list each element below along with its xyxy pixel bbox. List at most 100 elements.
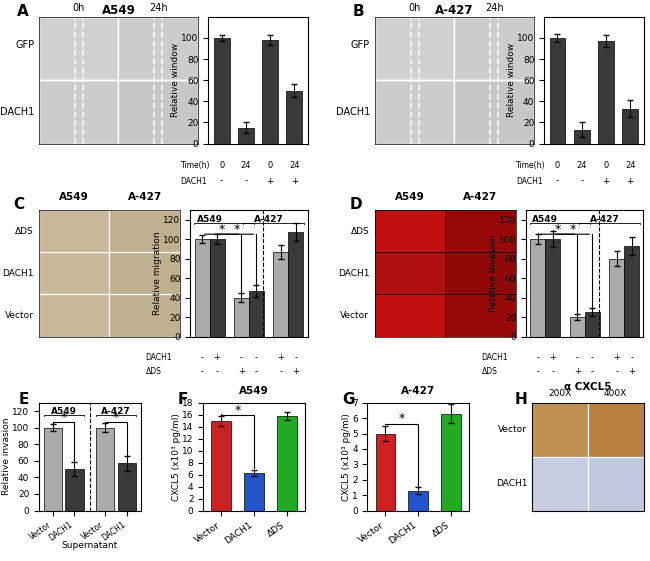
Text: +: + bbox=[574, 367, 580, 376]
Text: *: * bbox=[218, 223, 225, 236]
Text: 24: 24 bbox=[289, 162, 300, 171]
Text: DACH1: DACH1 bbox=[338, 269, 369, 278]
Text: 24: 24 bbox=[625, 162, 636, 171]
Bar bbox=[39, 252, 109, 295]
Bar bbox=[96, 427, 114, 511]
Text: B: B bbox=[352, 4, 364, 19]
Text: DACH1: DACH1 bbox=[146, 353, 172, 362]
Bar bbox=[238, 128, 254, 144]
Text: +: + bbox=[238, 367, 245, 376]
Y-axis label: CXCL5 (x10³ pg/ml): CXCL5 (x10³ pg/ml) bbox=[172, 413, 181, 500]
Y-axis label: Relative migration: Relative migration bbox=[153, 231, 162, 315]
Bar bbox=[375, 80, 454, 144]
Bar bbox=[375, 210, 445, 252]
Text: -: - bbox=[201, 353, 203, 362]
Text: A549: A549 bbox=[51, 407, 77, 416]
Text: A-427: A-427 bbox=[254, 215, 283, 224]
Text: -: - bbox=[591, 367, 593, 376]
Text: A549: A549 bbox=[101, 4, 135, 17]
Text: -: - bbox=[576, 353, 578, 362]
Text: A-427: A-427 bbox=[401, 387, 436, 396]
Text: -: - bbox=[536, 353, 540, 362]
Text: Supernatant: Supernatant bbox=[62, 541, 118, 550]
Bar bbox=[585, 312, 600, 337]
Y-axis label: Relative window: Relative window bbox=[171, 43, 180, 117]
Bar bbox=[65, 469, 84, 511]
Bar bbox=[609, 259, 624, 337]
Text: -: - bbox=[255, 367, 258, 376]
Bar bbox=[262, 40, 278, 144]
Text: 24h: 24h bbox=[485, 3, 503, 13]
Text: 0: 0 bbox=[219, 162, 224, 171]
Text: ΔDS: ΔDS bbox=[14, 227, 33, 236]
Bar bbox=[39, 210, 109, 252]
Bar bbox=[570, 317, 585, 337]
Text: +: + bbox=[291, 177, 298, 186]
Text: +: + bbox=[266, 177, 274, 186]
Text: *: * bbox=[569, 223, 576, 236]
Bar bbox=[445, 252, 515, 295]
Text: 200X: 200X bbox=[548, 389, 571, 398]
Text: 400X: 400X bbox=[604, 389, 627, 398]
Bar bbox=[118, 80, 198, 144]
Text: 0: 0 bbox=[603, 162, 608, 171]
Text: A-427: A-427 bbox=[590, 215, 619, 224]
Y-axis label: Relative invasion: Relative invasion bbox=[2, 418, 10, 495]
Bar bbox=[375, 252, 445, 295]
Text: Time(h): Time(h) bbox=[516, 162, 546, 171]
Text: DACH1: DACH1 bbox=[482, 353, 508, 362]
Text: Vector: Vector bbox=[499, 425, 527, 434]
Bar bbox=[244, 473, 264, 511]
Text: +: + bbox=[549, 353, 556, 362]
Text: 0h: 0h bbox=[408, 3, 421, 13]
Bar bbox=[624, 246, 639, 337]
Text: A-427: A-427 bbox=[435, 4, 474, 17]
Text: *: * bbox=[233, 223, 240, 236]
Text: G: G bbox=[342, 392, 354, 407]
Text: -: - bbox=[255, 353, 258, 362]
Text: +: + bbox=[627, 177, 634, 186]
Text: DACH1: DACH1 bbox=[336, 107, 370, 117]
Text: 24: 24 bbox=[240, 162, 251, 171]
Text: *: * bbox=[235, 403, 240, 417]
Y-axis label: Relative window: Relative window bbox=[507, 43, 516, 117]
Text: GFP: GFP bbox=[351, 40, 370, 50]
Text: -: - bbox=[280, 367, 282, 376]
Text: +: + bbox=[602, 177, 610, 186]
Bar bbox=[287, 91, 302, 144]
Text: *: * bbox=[113, 411, 119, 424]
Text: 0: 0 bbox=[555, 162, 560, 171]
Text: A-427: A-427 bbox=[127, 192, 162, 202]
Bar bbox=[588, 403, 644, 457]
Text: A549: A549 bbox=[395, 192, 425, 202]
Text: DACH1: DACH1 bbox=[496, 479, 527, 488]
Bar bbox=[118, 463, 136, 511]
Bar bbox=[289, 232, 304, 337]
Text: ΔDS: ΔDS bbox=[350, 227, 369, 236]
Text: A549: A549 bbox=[532, 215, 558, 224]
Text: A-427: A-427 bbox=[101, 407, 131, 416]
Text: Vector: Vector bbox=[5, 310, 33, 320]
Text: ΔDS: ΔDS bbox=[146, 367, 161, 376]
Text: D: D bbox=[350, 197, 362, 212]
Text: E: E bbox=[19, 392, 29, 407]
Text: *: * bbox=[60, 411, 67, 424]
Text: -: - bbox=[220, 177, 223, 186]
Bar bbox=[194, 239, 209, 337]
Text: -: - bbox=[244, 177, 248, 186]
Text: α CXCL5: α CXCL5 bbox=[564, 382, 611, 392]
Bar bbox=[376, 434, 395, 511]
Text: GFP: GFP bbox=[15, 40, 34, 50]
Text: -: - bbox=[201, 367, 203, 376]
Bar bbox=[598, 41, 614, 144]
Bar bbox=[44, 427, 62, 511]
Text: +: + bbox=[278, 353, 284, 362]
Bar bbox=[118, 17, 198, 80]
Bar bbox=[622, 109, 638, 144]
Text: DACH1: DACH1 bbox=[2, 269, 33, 278]
Text: *: * bbox=[398, 412, 405, 425]
Text: -: - bbox=[216, 367, 218, 376]
Bar bbox=[375, 17, 454, 80]
Text: DACH1: DACH1 bbox=[181, 177, 207, 186]
Text: A549: A549 bbox=[59, 192, 89, 202]
